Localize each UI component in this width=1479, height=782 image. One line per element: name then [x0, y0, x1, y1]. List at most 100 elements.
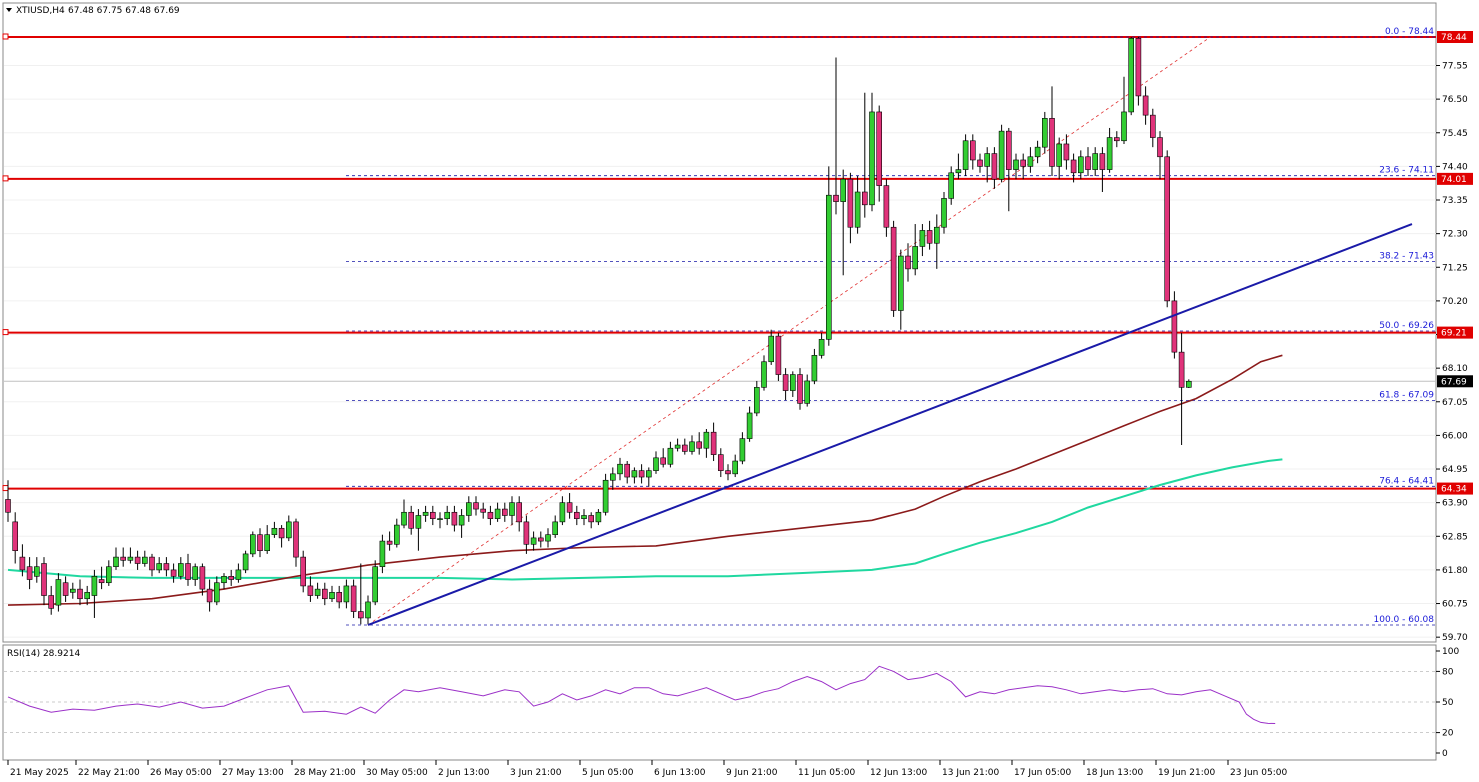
- candle-body: [768, 335, 775, 363]
- support-resistance-lines: [2, 33, 1436, 492]
- candle-body: [1157, 137, 1163, 158]
- sr-price-tag: [1437, 482, 1473, 495]
- x-tick-label: 17 Jun 05:00: [1014, 768, 1071, 778]
- candle-body: [624, 463, 631, 478]
- candle-body: [581, 515, 587, 519]
- symbol-label: XTIUSD,H4: [16, 6, 65, 16]
- candle-body: [969, 140, 976, 161]
- price-grid: [4, 65, 1436, 638]
- candle-body: [883, 185, 890, 228]
- candle-body: [991, 153, 998, 180]
- rsi-tick-label: 50: [1442, 698, 1454, 708]
- candle-body: [1005, 130, 1012, 170]
- rsi-tick-label: 20: [1442, 729, 1454, 739]
- price-axis: 77.55 76.50 75.45 74.40 73.35 72.30 71.25 70.20…: [1436, 62, 1468, 643]
- overlay-lines: [367, 223, 1413, 626]
- candle-body: [214, 582, 220, 603]
- fib-level-label: 38.2 - 71.43: [1379, 252, 1434, 262]
- candle-body: [854, 191, 861, 228]
- candle-body: [653, 457, 659, 471]
- sr-anchor: [2, 175, 9, 182]
- candle-body: [106, 566, 112, 584]
- candle-body: [242, 553, 249, 571]
- candle-body: [429, 511, 436, 519]
- sr-anchor: [2, 329, 9, 336]
- candle-body: [1092, 153, 1098, 170]
- candle-body: [573, 511, 580, 519]
- candle-body: [444, 511, 451, 519]
- sr-price-tag-label: 74.01: [1441, 175, 1467, 185]
- candle-body: [98, 579, 105, 584]
- x-tick-label: 3 Jun 21:00: [510, 768, 562, 778]
- x-tick-label: 22 May 21:00: [78, 768, 140, 778]
- candle-body: [300, 556, 307, 587]
- candle-body: [329, 592, 335, 600]
- trendline: [367, 223, 1413, 626]
- candle-body: [1020, 159, 1027, 167]
- candle-body: [1135, 37, 1142, 97]
- x-tick-label: 21 May 2025: [10, 768, 69, 778]
- candle-body: [1114, 137, 1120, 142]
- sr-price-tag: [1437, 326, 1473, 339]
- sr-price-tag-label: 64.34: [1441, 485, 1467, 495]
- candle-body: [1063, 143, 1070, 161]
- candle-body: [163, 563, 170, 571]
- candle-body: [41, 563, 47, 596]
- candle-body: [912, 246, 919, 270]
- candle-body: [192, 566, 198, 580]
- candle-body: [33, 566, 40, 577]
- rsi-series: [7, 665, 1276, 724]
- candle-body: [890, 226, 897, 311]
- time-axis: 21 May 2025 22 May 21:00 26 May 05:00 27 Ma…: [3, 759, 1436, 778]
- candle-body: [271, 527, 278, 535]
- x-tick-label: 5 Jun 05:00: [582, 768, 634, 778]
- fib-level-label: 76.4 - 64.41: [1379, 476, 1434, 486]
- sma-fast-line: [7, 354, 1283, 606]
- sr-price-tag: [1437, 172, 1473, 185]
- candle-body: [178, 563, 184, 577]
- x-tick-label: 26 May 05:00: [150, 768, 212, 778]
- candle-body: [811, 355, 818, 382]
- candle-body: [120, 556, 126, 561]
- sr-anchor: [2, 33, 9, 40]
- candle-body: [494, 508, 501, 519]
- y-tick-label: 63.90: [1442, 499, 1468, 509]
- candle-body: [1106, 137, 1113, 170]
- candle-body: [746, 412, 753, 439]
- rsi-axis: 100 80 50 20 0: [1436, 647, 1459, 759]
- candle-body: [84, 592, 90, 600]
- candle-body: [1049, 118, 1055, 167]
- candle-body: [545, 534, 551, 542]
- y-tick-label: 60.75: [1442, 600, 1468, 610]
- candle-body: [552, 521, 559, 535]
- fib-level-label: 23.6 - 74.11: [1379, 166, 1434, 176]
- candle-body: [1042, 118, 1048, 148]
- candle-body: [142, 556, 148, 564]
- candle-body: [645, 470, 652, 478]
- candle-body: [343, 585, 350, 603]
- x-tick-label: 23 Jun 05:00: [1230, 768, 1287, 778]
- candle-body: [1150, 114, 1156, 138]
- candle-body: [91, 576, 98, 596]
- candle-body: [948, 172, 955, 199]
- candle-body: [480, 508, 487, 513]
- x-tick-label: 30 May 05:00: [366, 768, 428, 778]
- candle-body: [840, 178, 847, 202]
- current-price-tag: [1437, 375, 1473, 388]
- candle-body: [55, 579, 62, 606]
- sr-price-tag: [1437, 31, 1473, 43]
- candle-body: [660, 457, 667, 465]
- candle-body: [1056, 143, 1062, 167]
- symbol-dropdown-icon[interactable]: [6, 8, 12, 12]
- y-tick-label: 74.40: [1442, 162, 1468, 172]
- candle-body: [602, 479, 609, 513]
- candle-body: [1027, 156, 1034, 167]
- candle-body: [70, 588, 76, 593]
- y-tick-label: 75.45: [1442, 129, 1468, 139]
- rsi-tick-label: 100: [1442, 647, 1459, 657]
- rsi-tick-label: 0: [1442, 749, 1448, 759]
- candle-body: [689, 441, 695, 452]
- candlesticks: [5, 37, 1192, 625]
- fib-level-label: 0.0 - 78.44: [1385, 27, 1434, 37]
